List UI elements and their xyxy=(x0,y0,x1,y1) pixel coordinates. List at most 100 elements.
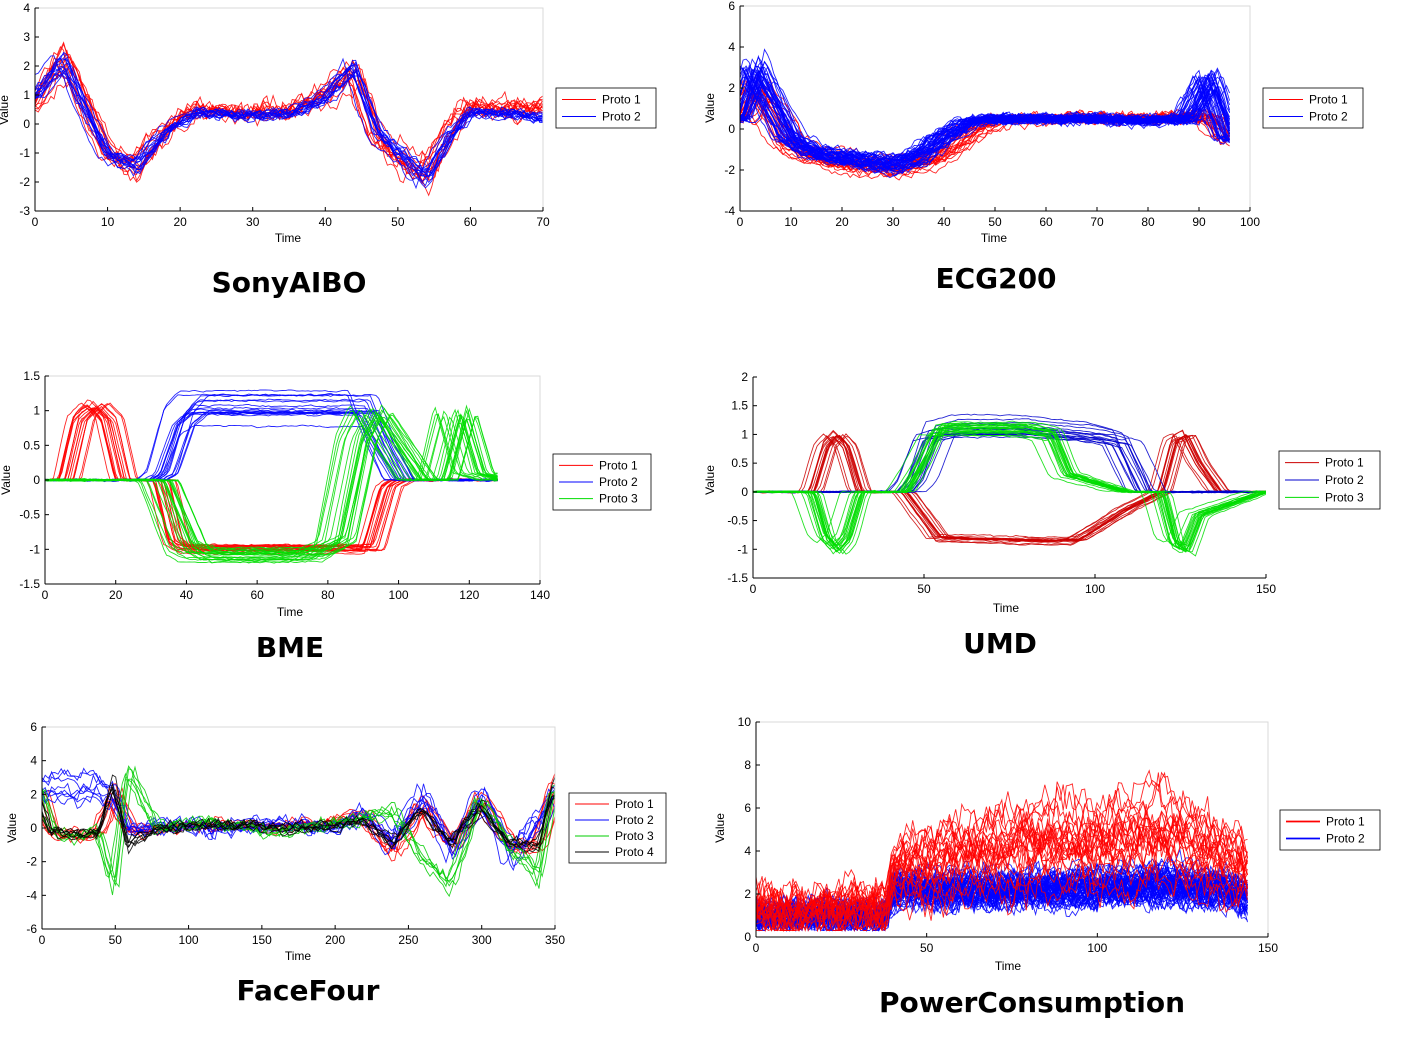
x-tick-label: 100 xyxy=(1240,215,1260,229)
series-line-proto-2 xyxy=(740,61,1231,173)
y-axis-label: Value xyxy=(713,813,727,843)
legend: Proto 1 Proto 2 xyxy=(1262,87,1364,129)
x-axis-label: Time xyxy=(993,601,1020,615)
chart-title: UMD xyxy=(963,627,1037,660)
y-tick-label: -1 xyxy=(737,542,748,556)
chart-title: FaceFour xyxy=(237,974,380,1007)
legend-label: Proto 1 xyxy=(602,93,641,107)
y-tick-label: 2 xyxy=(744,887,751,901)
x-axis-label: Time xyxy=(285,949,312,963)
x-tick-label: 150 xyxy=(1258,941,1278,955)
x-tick-label: 20 xyxy=(173,215,187,229)
y-tick-label: 4 xyxy=(23,1,30,15)
series-line-proto-3 xyxy=(45,412,498,556)
y-tick-label: 0 xyxy=(30,821,37,835)
legend: Proto 1 Proto 2 xyxy=(1279,809,1381,851)
x-tick-label: 90 xyxy=(1192,215,1206,229)
chart-1: 0 10 20 30 40 50 60 70 -3 -2 -1 0 1 2 3 4 Time Value SonyA… xyxy=(0,1,657,299)
series-line-proto-3 xyxy=(753,434,1266,544)
series-line-proto-2 xyxy=(753,418,1266,494)
plot-frame xyxy=(739,5,1251,212)
legend-label: Proto 1 xyxy=(1325,456,1364,470)
x-tick-label: 50 xyxy=(920,941,934,955)
x-tick-label: 70 xyxy=(536,215,550,229)
series-line-proto-3 xyxy=(45,412,498,556)
series-line-proto-1 xyxy=(756,772,1248,920)
legend-label: Proto 2 xyxy=(615,813,654,827)
legend-label: Proto 2 xyxy=(1309,110,1348,124)
x-tick-label: 50 xyxy=(988,215,1002,229)
legend-label: Proto 1 xyxy=(599,458,638,472)
series-group xyxy=(740,48,1231,181)
series-line-proto-2 xyxy=(740,65,1230,173)
x-tick-label: 0 xyxy=(753,941,760,955)
x-tick-label: 100 xyxy=(1087,941,1107,955)
series-line-proto-1 xyxy=(45,407,498,547)
series-line-proto-3 xyxy=(753,432,1266,546)
y-tick-label: 1.5 xyxy=(731,399,748,413)
y-tick-label: 6 xyxy=(30,720,37,734)
x-tick-label: 60 xyxy=(250,588,264,602)
y-tick-label: 1 xyxy=(33,404,40,418)
x-tick-label: 50 xyxy=(109,933,123,947)
series-line-proto-1 xyxy=(756,852,1248,933)
series-line-proto-1 xyxy=(753,438,1266,539)
y-tick-label: -4 xyxy=(724,204,735,218)
series-line-proto-3 xyxy=(45,411,498,559)
series-line-proto-2 xyxy=(35,73,543,173)
chart-title: PowerConsumption xyxy=(879,986,1185,1019)
x-tick-label: 60 xyxy=(464,215,478,229)
legend-label: Proto 3 xyxy=(615,829,654,843)
x-tick-label: 120 xyxy=(459,588,479,602)
series-line-proto-1 xyxy=(756,815,1248,932)
series-line-proto-2 xyxy=(740,66,1230,167)
y-tick-label: 0 xyxy=(728,122,735,136)
series-line-proto-3 xyxy=(42,765,555,888)
x-tick-label: 10 xyxy=(784,215,798,229)
y-axis-label: Value xyxy=(0,95,11,125)
x-tick-label: 50 xyxy=(917,582,931,596)
x-tick-label: 250 xyxy=(398,933,418,947)
y-tick-label: -2 xyxy=(19,175,30,189)
x-tick-label: 100 xyxy=(389,588,409,602)
series-line-proto-1 xyxy=(753,433,1266,544)
legend-box xyxy=(568,792,667,864)
x-axis-label: Time xyxy=(981,231,1008,245)
y-tick-label: -1 xyxy=(29,542,40,556)
y-tick-label: 1 xyxy=(23,88,30,102)
legend: Proto 1 Proto 2 Proto 3 xyxy=(1278,450,1381,510)
legend: Proto 1 Proto 2 Proto 3 Proto 4 xyxy=(568,792,667,864)
chart-title: SonyAIBO xyxy=(212,266,367,299)
y-tick-label: 1 xyxy=(741,427,748,441)
legend-box xyxy=(1262,87,1364,129)
series-line-proto-2 xyxy=(740,66,1231,167)
legend-label: Proto 2 xyxy=(1326,832,1365,846)
y-tick-label: -1.5 xyxy=(727,571,748,585)
series-line-proto-3 xyxy=(753,429,1266,549)
legend: Proto 1 Proto 2 xyxy=(555,87,657,129)
chart-4: 0 50 100 150 -1.5 -1 -0.5 0 0.5 1 1.5 2 Time Value UMD… xyxy=(703,370,1381,660)
x-tick-label: 30 xyxy=(886,215,900,229)
y-tick-label: -1.5 xyxy=(19,577,40,591)
y-tick-label: 1.5 xyxy=(23,369,40,383)
series-line-proto-3 xyxy=(753,420,1266,557)
y-tick-label: -0.5 xyxy=(19,508,40,522)
y-axis-label: Value xyxy=(5,813,19,843)
y-tick-label: 0 xyxy=(23,117,30,131)
series-group xyxy=(753,413,1266,557)
legend-label: Proto 2 xyxy=(602,110,641,124)
chart-title: ECG200 xyxy=(935,262,1056,295)
series-group xyxy=(45,389,498,564)
series-line-proto-1 xyxy=(35,57,543,197)
x-tick-label: 70 xyxy=(1090,215,1104,229)
legend-label: Proto 3 xyxy=(599,492,638,506)
series-line-proto-3 xyxy=(45,412,498,557)
y-tick-label: 2 xyxy=(728,81,735,95)
chart-5: 0 50 100 150 200 250 300 350 -6 -4 -2 0 2 4 6 Time Value… xyxy=(5,720,667,1007)
series-line-proto-3 xyxy=(753,424,1266,553)
y-tick-label: -4 xyxy=(26,888,37,902)
x-tick-label: 50 xyxy=(391,215,405,229)
series-line-proto-2 xyxy=(35,55,543,190)
y-tick-label: 4 xyxy=(728,40,735,54)
x-tick-label: 300 xyxy=(472,933,492,947)
